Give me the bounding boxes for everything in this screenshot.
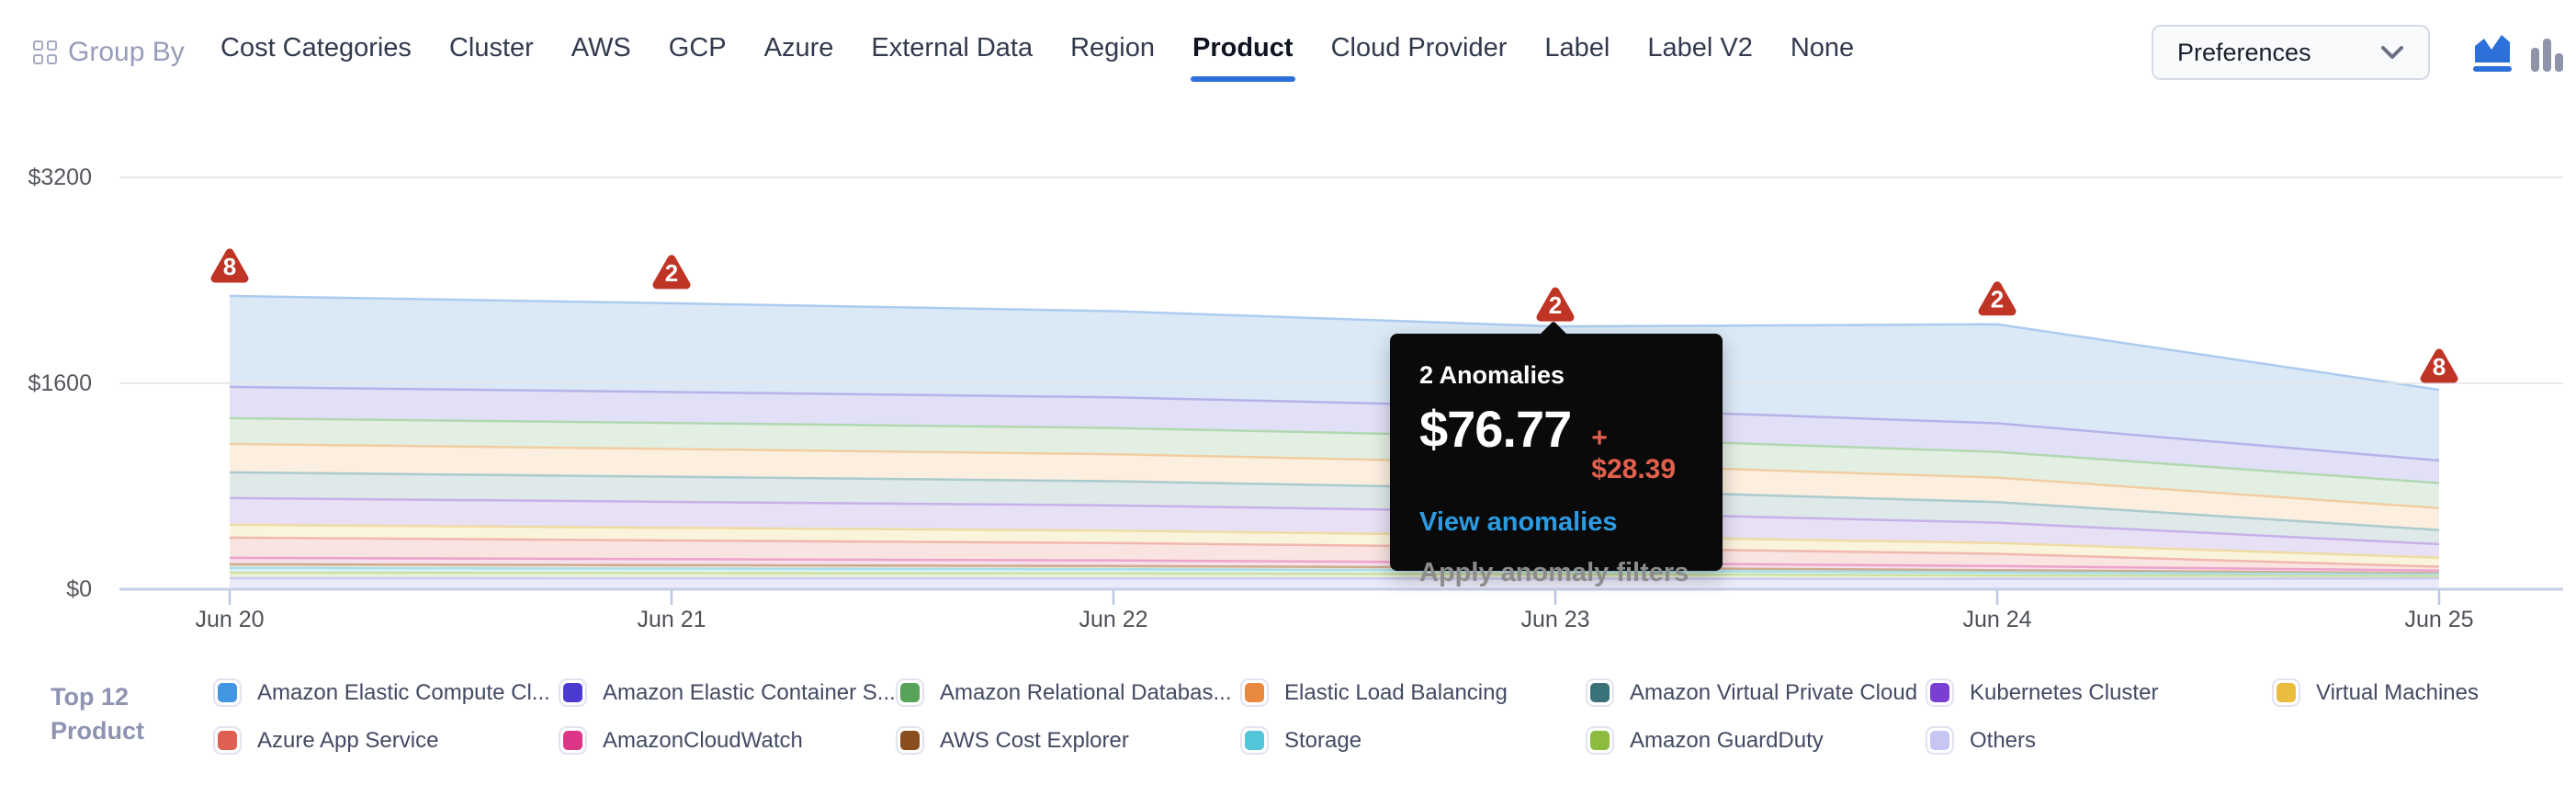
tab-cost-categories[interactable]: Cost Categories <box>220 33 412 63</box>
legend-item-amazon-elastic-container-service[interactable]: Amazon Elastic Container S... <box>559 678 896 707</box>
legend-label-storage: Storage <box>1284 727 1362 753</box>
anomaly-count-label: 2 <box>665 259 678 287</box>
x-axis-label-jun-20: Jun 20 <box>195 607 265 632</box>
legend-swatch-storage <box>1240 726 1269 755</box>
anomaly-marker-jun-21[interactable]: 2 <box>652 255 691 290</box>
legend-item-amazoncloudwatch[interactable]: AmazonCloudWatch <box>559 726 803 755</box>
legend-label-elastic-load-balancing: Elastic Load Balancing <box>1284 679 1508 705</box>
tab-gcp[interactable]: GCP <box>668 33 727 63</box>
legend-swatch-amazon-elastic-compute-cloud <box>213 678 242 707</box>
legend-label-virtual-machines: Virtual Machines <box>2316 679 2479 705</box>
legend-swatch-azure-app-service <box>213 726 242 755</box>
legend-label-amazon-virtual-private-cloud: Amazon Virtual Private Cloud <box>1630 679 1918 705</box>
x-axis-label-jun-21: Jun 21 <box>637 607 706 632</box>
legend-swatch-amazon-virtual-private-cloud <box>1586 678 1614 707</box>
legend-item-azure-app-service[interactable]: Azure App Service <box>213 726 438 755</box>
legend-item-amazon-virtual-private-cloud[interactable]: Amazon Virtual Private Cloud <box>1586 678 1917 707</box>
view-anomalies-link[interactable]: View anomalies <box>1419 507 1618 537</box>
y-axis-label-3200: $3200 <box>28 165 92 190</box>
anomaly-count-label: 2 <box>1549 291 1562 319</box>
legend-label-amazon-relational-database: Amazon Relational Databas... <box>940 679 1232 705</box>
legend-item-others[interactable]: Others <box>1926 726 2036 755</box>
tooltip-cost-delta: + $28.39 <box>1591 423 1677 484</box>
legend-swatch-others <box>1926 726 1954 755</box>
group-by-label: Group By <box>68 37 185 67</box>
legend-header-line2: Product <box>51 717 145 745</box>
legend-label-azure-app-service: Azure App Service <box>257 727 439 753</box>
topbar: Group By Cost Categories Cluster AWS GCP Azu… <box>0 0 2576 101</box>
legend-swatch-amazoncloudwatch <box>559 726 587 755</box>
apply-anomaly-filters-action[interactable]: Apply anomaly filters <box>1419 558 1689 587</box>
x-axis-label-jun-22: Jun 22 <box>1079 607 1148 632</box>
legend-swatch-virtual-machines <box>2272 678 2300 707</box>
area-layer-others[interactable] <box>230 577 2439 589</box>
legend-item-amazon-relational-database[interactable]: Amazon Relational Databas... <box>896 678 1232 707</box>
legend-swatch-amazon-guardduty <box>1586 726 1614 755</box>
legend-item-elastic-load-balancing[interactable]: Elastic Load Balancing <box>1240 678 1508 707</box>
anomaly-marker-jun-23[interactable]: 2 <box>1536 287 1575 322</box>
legend-label-amazoncloudwatch: AmazonCloudWatch <box>603 727 803 753</box>
anomaly-count-label: 2 <box>1991 286 2004 313</box>
anomaly-marker-jun-24[interactable]: 2 <box>1978 281 2017 316</box>
tab-cluster[interactable]: Cluster <box>448 33 534 63</box>
legend-label-amazon-elastic-compute-cloud: Amazon Elastic Compute Cl... <box>257 679 550 705</box>
anomaly-tooltip: 2 Anomalies $76.77 + $28.39 View anomali… <box>1390 321 1723 587</box>
tab-region[interactable]: Region <box>1070 33 1155 63</box>
tooltip-arrow <box>1538 321 1569 352</box>
legend-item-aws-cost-explorer[interactable]: AWS Cost Explorer <box>896 726 1129 755</box>
tab-label-v2[interactable]: Label V2 <box>1647 33 1753 63</box>
tooltip-anomaly-count: 2 Anomalies <box>1419 361 1565 389</box>
bar-chart-icon[interactable] <box>2528 31 2570 74</box>
preferences-dropdown[interactable]: Preferences <box>2152 25 2430 80</box>
area-chart-icon[interactable] <box>2471 31 2514 74</box>
tab-cloud-provider[interactable]: Cloud Provider <box>1330 33 1508 63</box>
legend-label-others: Others <box>1970 727 2037 753</box>
legend-item-kubernetes-cluster[interactable]: Kubernetes Cluster <box>1926 678 2158 707</box>
tooltip-cost-value: $76.77 <box>1419 400 1572 458</box>
legend-swatch-amazon-relational-database <box>896 678 924 707</box>
group-by-tabs: Cost Categories Cluster AWS GCP Azure Externa… <box>220 33 1855 82</box>
x-axis-label-jun-24: Jun 24 <box>1962 607 2032 632</box>
legend-item-amazon-elastic-compute-cloud[interactable]: Amazon Elastic Compute Cl... <box>213 678 550 707</box>
legend-swatch-elastic-load-balancing <box>1240 678 1269 707</box>
chart-type-toggle <box>2471 31 2570 74</box>
preferences-label: Preferences <box>2177 38 2311 66</box>
legend-header-line1: Top 12 <box>51 683 130 711</box>
y-axis-label-1600: $1600 <box>28 370 92 396</box>
chevron-down-icon <box>2381 46 2403 59</box>
legend-header: Top 12 Product <box>51 680 207 748</box>
x-axis-label-jun-23: Jun 23 <box>1520 607 1590 632</box>
tab-external-data[interactable]: External Data <box>871 33 1034 63</box>
group-by-grid-icon <box>33 40 57 64</box>
legend-swatch-amazon-elastic-container-service <box>559 678 587 707</box>
anomaly-marker-jun-25[interactable]: 8 <box>2420 348 2458 383</box>
tooltip-value-row: $76.77 + $28.39 <box>1419 399 1695 485</box>
anomaly-marker-jun-20[interactable]: 8 <box>210 248 249 283</box>
legend-label-amazon-elastic-container-service: Amazon Elastic Container S... <box>603 679 896 705</box>
legend-label-aws-cost-explorer: AWS Cost Explorer <box>940 727 1129 753</box>
legend-label-amazon-guardduty: Amazon GuardDuty <box>1630 727 1824 753</box>
legend-label-kubernetes-cluster: Kubernetes Cluster <box>1970 679 2159 705</box>
group-by-control: Group By <box>33 37 185 68</box>
tab-label[interactable]: Label <box>1544 33 1610 63</box>
legend-item-amazon-guardduty[interactable]: Amazon GuardDuty <box>1586 726 1824 755</box>
y-axis-label-0: $0 <box>66 576 92 602</box>
legend-swatch-aws-cost-explorer <box>896 726 924 755</box>
tab-product[interactable]: Product <box>1191 33 1295 82</box>
legend-item-virtual-machines[interactable]: Virtual Machines <box>2272 678 2479 707</box>
tab-aws[interactable]: AWS <box>571 33 631 63</box>
legend-swatch-kubernetes-cluster <box>1926 678 1954 707</box>
x-axis-label-jun-25: Jun 25 <box>2404 607 2474 632</box>
anomaly-count-label: 8 <box>223 253 236 280</box>
tab-none[interactable]: None <box>1790 33 1855 63</box>
anomaly-count-label: 8 <box>2433 353 2446 381</box>
tab-azure[interactable]: Azure <box>763 33 834 63</box>
legend-item-storage[interactable]: Storage <box>1240 726 1361 755</box>
